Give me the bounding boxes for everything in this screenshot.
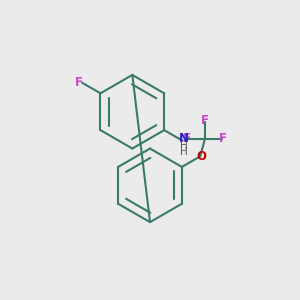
Text: O: O [197,150,207,163]
Text: H: H [180,141,188,151]
Text: H: H [180,147,188,157]
Text: F: F [201,114,209,127]
Text: F: F [75,76,83,89]
Text: F: F [219,132,227,146]
Text: F: F [182,132,190,146]
Text: N: N [179,132,189,145]
